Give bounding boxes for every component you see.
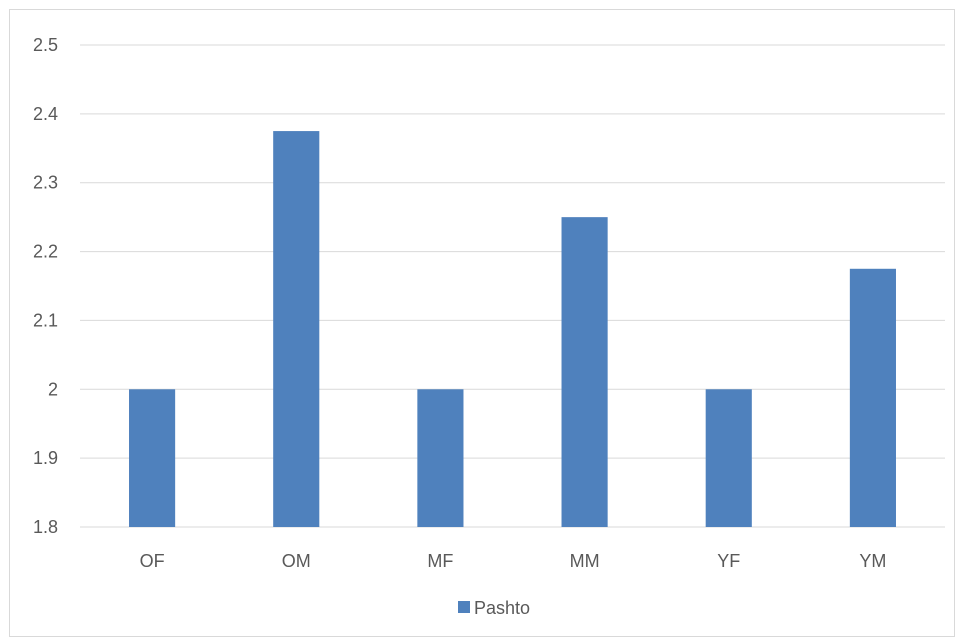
y-tick-label: 2.2	[33, 242, 58, 262]
bars	[129, 131, 896, 528]
bar-of	[129, 389, 176, 527]
x-axis-ticks: OF OM MF MM YF YM	[140, 551, 887, 571]
x-tick-label-mf: MF	[427, 551, 453, 571]
bar-om	[273, 131, 320, 528]
y-tick-label: 2	[48, 379, 58, 399]
bar-mm	[561, 217, 608, 527]
x-tick-label-mm: MM	[570, 551, 600, 571]
bar-mf	[417, 389, 464, 527]
legend-label-pashto: Pashto	[474, 598, 530, 618]
x-tick-label-yf: YF	[717, 551, 740, 571]
gridlines	[80, 44, 945, 528]
y-tick-label: 2.3	[33, 173, 58, 193]
x-tick-label-ym: YM	[859, 551, 886, 571]
y-tick-label: 2.1	[33, 310, 58, 330]
legend: Pashto	[458, 598, 530, 618]
y-tick-label: 1.8	[33, 517, 58, 537]
bar-yf	[705, 389, 752, 527]
x-tick-label-of: OF	[140, 551, 165, 571]
y-axis-ticks: 1.8 1.9 2 2.1 2.2 2.3 2.4 2.5	[33, 35, 58, 537]
legend-swatch-pashto	[458, 601, 470, 613]
bar-ym	[849, 268, 896, 527]
y-tick-label: 1.9	[33, 448, 58, 468]
y-tick-label: 2.5	[33, 35, 58, 55]
x-tick-label-om: OM	[282, 551, 311, 571]
y-tick-label: 2.4	[33, 104, 58, 124]
